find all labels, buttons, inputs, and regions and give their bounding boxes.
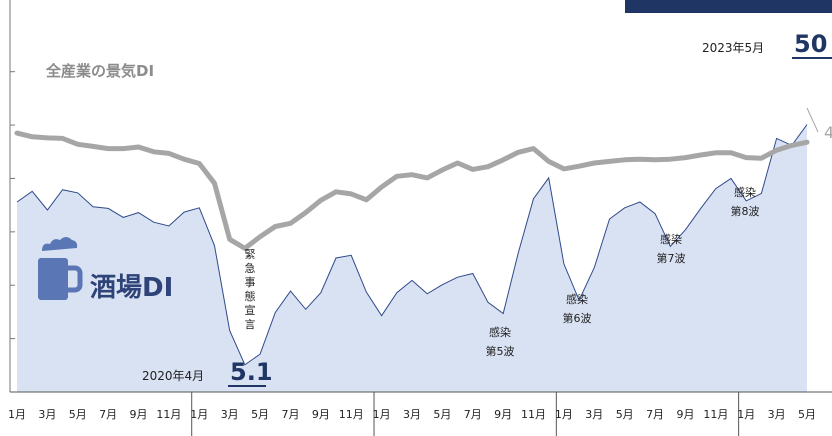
annotation-wave-label: 感染 bbox=[566, 292, 588, 306]
x-tick-label: 9月 bbox=[312, 408, 330, 421]
x-tick-label: 9月 bbox=[494, 408, 512, 421]
x-tick-label: 5月 bbox=[433, 408, 451, 421]
annotation-emergency-char: 言 bbox=[245, 318, 256, 331]
legend-all-industry: 全産業の景気DI bbox=[45, 62, 154, 80]
annotation-wave-number: 第8波 bbox=[731, 204, 760, 218]
beer-mug-icon bbox=[38, 237, 83, 300]
x-tick-label: 1月 bbox=[373, 408, 391, 421]
x-tick-label: 11月 bbox=[703, 408, 728, 421]
gray-end-label: 4 bbox=[824, 123, 832, 142]
x-tick-label: 11月 bbox=[339, 408, 364, 421]
x-tick-label: 1月 bbox=[555, 408, 573, 421]
x-tick-label: 3月 bbox=[38, 408, 56, 421]
x-tick-label: 11月 bbox=[521, 408, 546, 421]
x-tick-label: 9月 bbox=[676, 408, 694, 421]
x-tick-label: 1月 bbox=[8, 408, 26, 421]
x-tick-label: 7月 bbox=[281, 408, 299, 421]
x-tick-label: 9月 bbox=[130, 408, 148, 421]
x-tick-label: 7月 bbox=[464, 408, 482, 421]
x-tick-label: 5月 bbox=[798, 408, 816, 421]
legend-sakaba-di: 酒場DI bbox=[90, 273, 173, 303]
all-industry-di-line bbox=[14, 130, 810, 251]
x-tick-label: 3月 bbox=[403, 408, 421, 421]
y-axis bbox=[9, 0, 15, 392]
callout-high-value: 50 bbox=[794, 30, 827, 58]
x-tick-label: 1月 bbox=[190, 408, 208, 421]
annotation-emergency-char: 急 bbox=[245, 261, 256, 275]
x-tick-label: 3月 bbox=[221, 408, 239, 421]
annotation-wave-label: 感染 bbox=[660, 232, 682, 246]
callout-high-date: 2023年5月 bbox=[702, 41, 764, 55]
annotation-emergency-char: 緊 bbox=[245, 248, 256, 261]
annotation-wave-label: 感染 bbox=[489, 325, 511, 339]
x-tick-label: 11月 bbox=[156, 408, 181, 421]
year-separators bbox=[191, 392, 740, 436]
x-tick-label: 5月 bbox=[616, 408, 634, 421]
callout-low-date: 2020年4月 bbox=[142, 369, 204, 383]
annotation-wave-number: 第7波 bbox=[657, 251, 686, 265]
x-tick-label: 5月 bbox=[251, 408, 269, 421]
annotation-wave-label: 感染 bbox=[734, 185, 756, 199]
annotation-emergency-char: 事 bbox=[245, 276, 256, 289]
x-tick-label: 5月 bbox=[69, 408, 87, 421]
annotation-emergency-char: 態 bbox=[245, 289, 256, 303]
callout-low-value: 5.1 bbox=[230, 358, 273, 386]
x-tick-label: 3月 bbox=[768, 408, 786, 421]
sakaba-di-area bbox=[17, 124, 807, 392]
x-tick-label: 7月 bbox=[646, 408, 664, 421]
gray-end-leader bbox=[806, 107, 819, 133]
header-banner bbox=[625, 0, 832, 13]
x-tick-label: 3月 bbox=[585, 408, 603, 421]
annotation-wave-number: 第5波 bbox=[486, 344, 515, 358]
x-tick-label: 7月 bbox=[99, 408, 117, 421]
annotation-emergency-char: 宣 bbox=[245, 303, 256, 317]
x-tick-labels: 1月 3月 5月 7月 9月 11月 1月 3月 5月 7月 9月 11月 1月 3月 5月 7月 9月 11月 1… bbox=[8, 408, 816, 421]
annotation-wave-number: 第6波 bbox=[563, 311, 592, 325]
sakaba-di-line bbox=[16, 124, 808, 366]
x-tick-label: 1月 bbox=[737, 408, 755, 421]
